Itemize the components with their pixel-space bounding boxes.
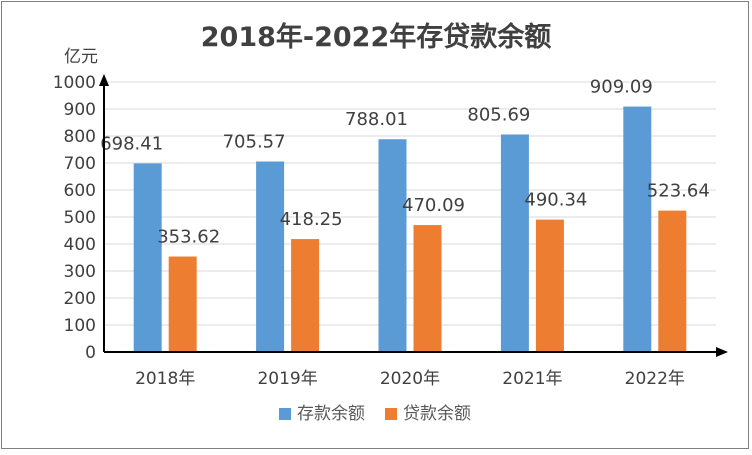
data-label: 805.69 bbox=[467, 104, 530, 125]
x-tick-label: 2018年 bbox=[135, 369, 195, 389]
bar-chart: 2018年-2022年存贷款余额 亿元 698.41 353.62 705.57 41… bbox=[53, 21, 728, 424]
bar bbox=[413, 225, 442, 352]
y-tick-label: 200 bbox=[64, 289, 96, 309]
data-label: 909.09 bbox=[590, 77, 653, 98]
bar bbox=[535, 219, 564, 352]
bar bbox=[623, 106, 652, 352]
y-tick-label: 300 bbox=[64, 262, 96, 282]
axes bbox=[99, 74, 728, 357]
bar bbox=[291, 239, 320, 352]
y-tick-label: 800 bbox=[64, 127, 96, 147]
chart-frame: 2018年-2022年存贷款余额 亿元 698.41 353.62 705.57 41… bbox=[1, 1, 749, 449]
x-tick-label: 2021年 bbox=[502, 369, 562, 389]
bar bbox=[168, 256, 197, 352]
y-axis-arrow bbox=[99, 74, 109, 86]
data-label: 353.62 bbox=[157, 227, 220, 248]
y-tick-label: 100 bbox=[64, 316, 96, 336]
x-tick-label: 2022年 bbox=[625, 369, 685, 389]
y-tick-label: 600 bbox=[64, 181, 96, 201]
data-label: 490.34 bbox=[524, 190, 587, 211]
gridlines bbox=[104, 81, 716, 326]
legend-swatch bbox=[279, 408, 291, 420]
bar bbox=[256, 161, 285, 352]
data-label: 788.01 bbox=[345, 109, 408, 130]
data-label: 698.41 bbox=[100, 133, 163, 154]
y-tick-label: 1000 bbox=[53, 73, 96, 93]
x-tick-label: 2019年 bbox=[257, 369, 317, 389]
bar bbox=[658, 210, 687, 352]
y-tick-label: 0 bbox=[85, 343, 96, 363]
legend-label: 贷款余额 bbox=[403, 404, 471, 424]
data-label: 705.57 bbox=[223, 131, 286, 152]
chart-title: 2018年-2022年存贷款余额 bbox=[201, 21, 552, 53]
y-tick-label: 900 bbox=[64, 100, 96, 120]
bars bbox=[133, 106, 687, 352]
bar bbox=[500, 134, 529, 352]
y-tick-label: 400 bbox=[64, 235, 96, 255]
y-axis-unit: 亿元 bbox=[64, 47, 98, 67]
data-label: 418.25 bbox=[280, 209, 343, 230]
data-label: 470.09 bbox=[402, 195, 465, 216]
x-tick-labels: 2018年 2019年 2020年 2021年 2022年 bbox=[135, 369, 685, 389]
x-tick-label: 2020年 bbox=[380, 369, 440, 389]
data-label: 523.64 bbox=[647, 181, 710, 202]
y-tick-label: 500 bbox=[64, 208, 96, 228]
bar bbox=[378, 139, 407, 352]
y-tick-label: 700 bbox=[64, 154, 96, 174]
legend-label: 存款余额 bbox=[297, 404, 365, 424]
x-axis-arrow bbox=[716, 347, 728, 357]
legend-swatch bbox=[385, 408, 397, 420]
bar bbox=[133, 163, 162, 352]
y-tick-labels: 0 100 200 300 400 500 600 700 800 900 1000 bbox=[53, 73, 96, 363]
legend: 存款余额 贷款余额 bbox=[279, 404, 471, 424]
data-labels: 698.41 353.62 705.57 418.25 788.01 470.09 805.… bbox=[100, 77, 710, 248]
